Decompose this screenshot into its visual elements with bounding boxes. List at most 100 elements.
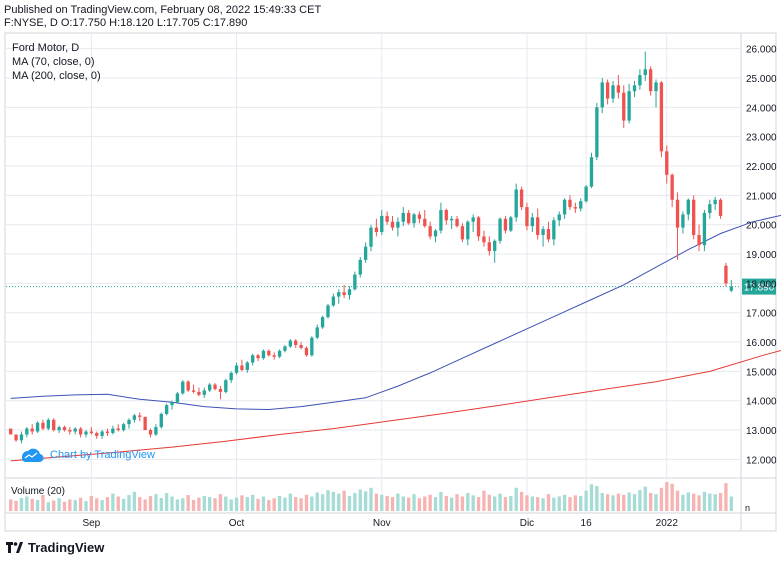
volume-bar: [579, 495, 583, 511]
volume-bar: [466, 493, 470, 511]
candle-down: [218, 388, 223, 392]
volume-bar: [121, 498, 126, 511]
price-tick-label: 13.000: [746, 426, 777, 437]
candle-down: [476, 217, 481, 237]
candle-up: [729, 286, 733, 291]
candle-down: [390, 221, 395, 228]
volume-bar: [455, 494, 459, 511]
volume-bar: [433, 497, 438, 511]
symbol-ohlc-line: F:NYSE, D O:17.750 H:18.120 L:17.705 C:1…: [4, 17, 248, 29]
candle-up: [234, 365, 239, 373]
volume-bar: [476, 497, 481, 511]
candle-down: [78, 428, 83, 435]
candle-up: [595, 107, 599, 158]
volume-bar: [648, 493, 653, 511]
volume-bar: [207, 497, 212, 511]
candle-down: [460, 226, 465, 240]
volume-bar: [116, 496, 120, 511]
candle-down: [41, 422, 45, 429]
volume-bar: [616, 493, 621, 511]
volume-bar: [218, 494, 223, 511]
candle-up: [412, 214, 416, 224]
candle-up: [708, 204, 712, 213]
candle-up: [466, 221, 470, 240]
volume-bar: [514, 487, 518, 511]
candle-up: [380, 215, 384, 233]
volume-bar: [665, 482, 669, 511]
candle-up: [277, 350, 282, 357]
tradingview-brand[interactable]: TradingView: [6, 540, 104, 555]
volume-bar: [315, 492, 319, 511]
volume-bar: [449, 497, 454, 511]
candle-up: [471, 217, 475, 222]
volume-bar: [562, 494, 567, 511]
volume-bar: [197, 497, 201, 511]
price-tick-label: 26.000: [746, 45, 777, 56]
grid-lines: [6, 34, 740, 512]
last-price-badge: [742, 278, 776, 295]
volume-bar: [401, 496, 405, 511]
volume-bar: [697, 495, 701, 511]
volume-bar: [670, 483, 674, 511]
volume-bar: [589, 484, 594, 511]
candle-down: [573, 207, 578, 209]
candle-up: [251, 355, 255, 363]
candle-up: [154, 427, 158, 435]
candle-down: [374, 227, 379, 233]
candle-up: [702, 212, 707, 246]
volume-bar: [175, 499, 180, 511]
candle-up: [632, 85, 637, 92]
volume-bar: [14, 500, 18, 511]
candle-up: [283, 346, 287, 351]
candle-up: [347, 289, 352, 296]
price-axis[interactable]: [740, 32, 777, 479]
cloud-icon: [21, 448, 44, 463]
candle-down: [267, 350, 271, 356]
price-tick-label: 23.000: [746, 133, 777, 144]
volume-bar: [573, 495, 578, 511]
volume-bar: [331, 491, 336, 511]
volume-bar: [584, 490, 588, 511]
candle-down: [675, 199, 680, 228]
volume-axis[interactable]: [740, 477, 777, 514]
candle-down: [525, 207, 529, 227]
candle-up: [132, 415, 137, 420]
candle-up: [433, 230, 438, 237]
volume-bar: [310, 496, 314, 511]
candle-up: [202, 390, 206, 395]
candle-up: [530, 217, 535, 227]
volume-bar: [304, 494, 309, 511]
candle-up: [562, 199, 567, 215]
candle-up: [57, 427, 61, 431]
volume-bar: [272, 498, 276, 511]
volume-bar: [148, 495, 153, 511]
candle-up: [159, 413, 163, 428]
candle-down: [546, 229, 551, 240]
volume-bar: [541, 498, 545, 511]
candle-up: [584, 186, 588, 202]
volume-bar: [84, 501, 88, 511]
volume-bar: [369, 487, 373, 511]
candle-down: [138, 415, 142, 417]
volume-bar: [170, 496, 174, 511]
volume-bar: [353, 493, 357, 511]
candle-up: [579, 201, 583, 209]
volume-bar: [202, 495, 206, 511]
candle-up: [358, 259, 362, 275]
candle-down: [256, 355, 260, 359]
candle-up: [557, 214, 561, 221]
ma70-line: [10, 214, 781, 411]
tradingview-watermark[interactable]: Chart by TradingView: [21, 448, 155, 463]
volume-bar: [568, 497, 572, 511]
candles-layer: [9, 51, 733, 444]
volume-bar: [9, 499, 13, 511]
volume-bar: [240, 495, 244, 511]
candle-up: [681, 214, 685, 228]
ma200-line: [10, 349, 781, 462]
price-tick-label: 18.000: [746, 279, 777, 290]
volume-bar: [78, 497, 83, 511]
volume-bars-layer: [9, 482, 733, 511]
volume-bar: [374, 493, 379, 511]
candle-down: [294, 340, 298, 345]
